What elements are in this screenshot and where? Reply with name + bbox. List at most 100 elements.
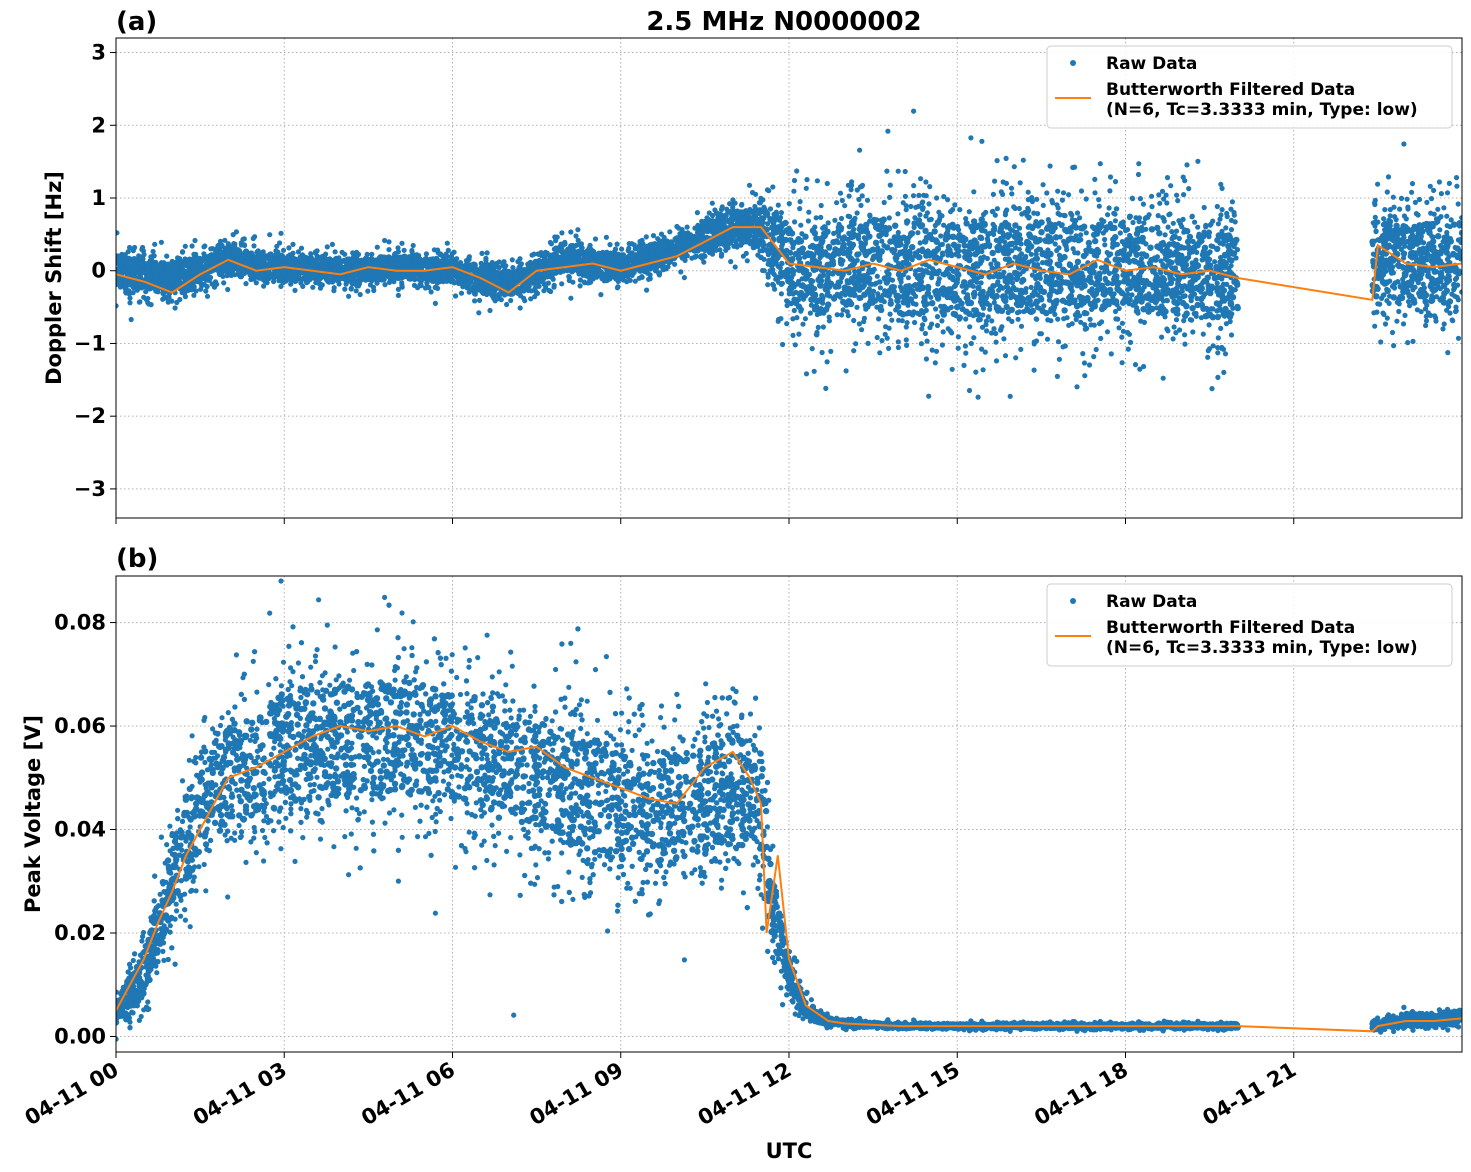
raw-data-point — [172, 305, 178, 311]
raw-data-point — [963, 316, 969, 322]
raw-data-point — [856, 270, 862, 276]
raw-data-point — [572, 243, 578, 249]
raw-data-point — [1453, 175, 1460, 181]
raw-data-point — [770, 281, 776, 287]
raw-data-point — [933, 348, 940, 354]
raw-data-point — [1390, 194, 1396, 200]
raw-data-point — [1031, 210, 1037, 216]
raw-data-point — [369, 251, 375, 257]
raw-data-point — [136, 299, 142, 305]
raw-data-point — [1160, 375, 1166, 381]
raw-data-point — [310, 284, 316, 290]
raw-data-point — [592, 236, 599, 242]
raw-data-point — [472, 298, 478, 304]
raw-data-point — [431, 247, 437, 253]
raw-data-point — [1444, 190, 1451, 196]
raw-data-point — [792, 219, 798, 225]
raw-data-point — [961, 289, 967, 295]
raw-data-point — [1062, 213, 1068, 219]
raw-data-point — [1447, 310, 1453, 316]
raw-data-point — [911, 183, 917, 189]
raw-data-point — [1091, 354, 1097, 360]
raw-data-point — [1173, 317, 1180, 323]
raw-data-point — [1093, 346, 1099, 353]
raw-data-point — [955, 334, 962, 340]
raw-data-point — [1158, 270, 1164, 276]
raw-data-point — [1107, 174, 1114, 180]
raw-data-point — [765, 221, 771, 227]
raw-data-point — [225, 286, 231, 293]
raw-data-point — [927, 184, 933, 190]
raw-data-point — [1402, 243, 1408, 249]
raw-data-point — [508, 297, 514, 304]
raw-data-point — [202, 243, 208, 249]
raw-data-point — [794, 315, 800, 321]
raw-data-point — [1427, 183, 1433, 189]
raw-data-point — [204, 293, 211, 299]
raw-data-point — [1437, 227, 1443, 233]
raw-data-point — [1096, 203, 1102, 209]
raw-data-point — [1123, 228, 1129, 234]
raw-data-point — [116, 230, 120, 236]
raw-data-point — [1207, 222, 1213, 228]
raw-data-point — [1428, 210, 1434, 216]
raw-data-point — [786, 291, 792, 297]
raw-data-point — [151, 253, 157, 259]
raw-data-point — [814, 332, 820, 338]
raw-data-point — [949, 366, 955, 372]
raw-data-point — [1149, 193, 1155, 199]
raw-data-point — [859, 327, 865, 333]
raw-data-point — [615, 278, 621, 284]
raw-data-point — [1163, 192, 1169, 198]
raw-data-point — [1195, 158, 1201, 164]
raw-data-point — [432, 284, 438, 291]
raw-data-point — [1086, 362, 1093, 368]
raw-data-point — [885, 128, 891, 134]
raw-data-point — [779, 243, 785, 249]
raw-data-point — [1017, 180, 1023, 186]
raw-data-point — [684, 224, 690, 230]
raw-data-point — [767, 206, 774, 212]
raw-data-point — [1040, 182, 1046, 188]
raw-data-point — [1446, 180, 1452, 186]
raw-data-point — [1104, 249, 1110, 256]
raw-data-point — [395, 286, 401, 292]
raw-data-point — [1083, 247, 1089, 253]
raw-data-point — [1098, 335, 1104, 341]
raw-data-point — [1448, 217, 1454, 223]
raw-data-point — [923, 356, 930, 362]
raw-data-point — [386, 247, 392, 253]
raw-data-point — [1441, 205, 1447, 211]
raw-data-point — [963, 285, 969, 291]
raw-data-point — [740, 253, 747, 259]
raw-data-point — [1416, 196, 1423, 203]
raw-data-point — [1410, 338, 1416, 344]
raw-data-point — [778, 210, 785, 216]
raw-data-point — [644, 270, 651, 276]
raw-data-point — [1125, 329, 1131, 336]
raw-data-point — [1205, 354, 1211, 360]
raw-data-point — [1215, 374, 1221, 380]
raw-data-point — [991, 326, 997, 332]
raw-data-point — [824, 180, 830, 187]
raw-data-point — [896, 270, 902, 276]
raw-data-point — [1066, 322, 1072, 328]
raw-data-point — [1452, 293, 1458, 299]
raw-data-point — [1054, 247, 1060, 254]
raw-data-point — [787, 249, 793, 255]
raw-data-point — [643, 234, 649, 240]
raw-data-point — [824, 292, 830, 298]
raw-data-point — [228, 272, 234, 278]
raw-data-point — [1078, 188, 1085, 194]
raw-data-point — [415, 285, 421, 291]
raw-data-point — [1112, 179, 1119, 185]
raw-data-point — [1188, 293, 1195, 300]
raw-data-point — [1423, 318, 1430, 324]
raw-data-point — [788, 286, 795, 292]
raw-data-point — [895, 229, 901, 236]
raw-data-point — [1214, 203, 1220, 210]
raw-data-point — [984, 328, 990, 334]
raw-data-point — [1029, 272, 1035, 278]
raw-data-point — [940, 271, 946, 277]
raw-data-point — [1155, 213, 1161, 219]
